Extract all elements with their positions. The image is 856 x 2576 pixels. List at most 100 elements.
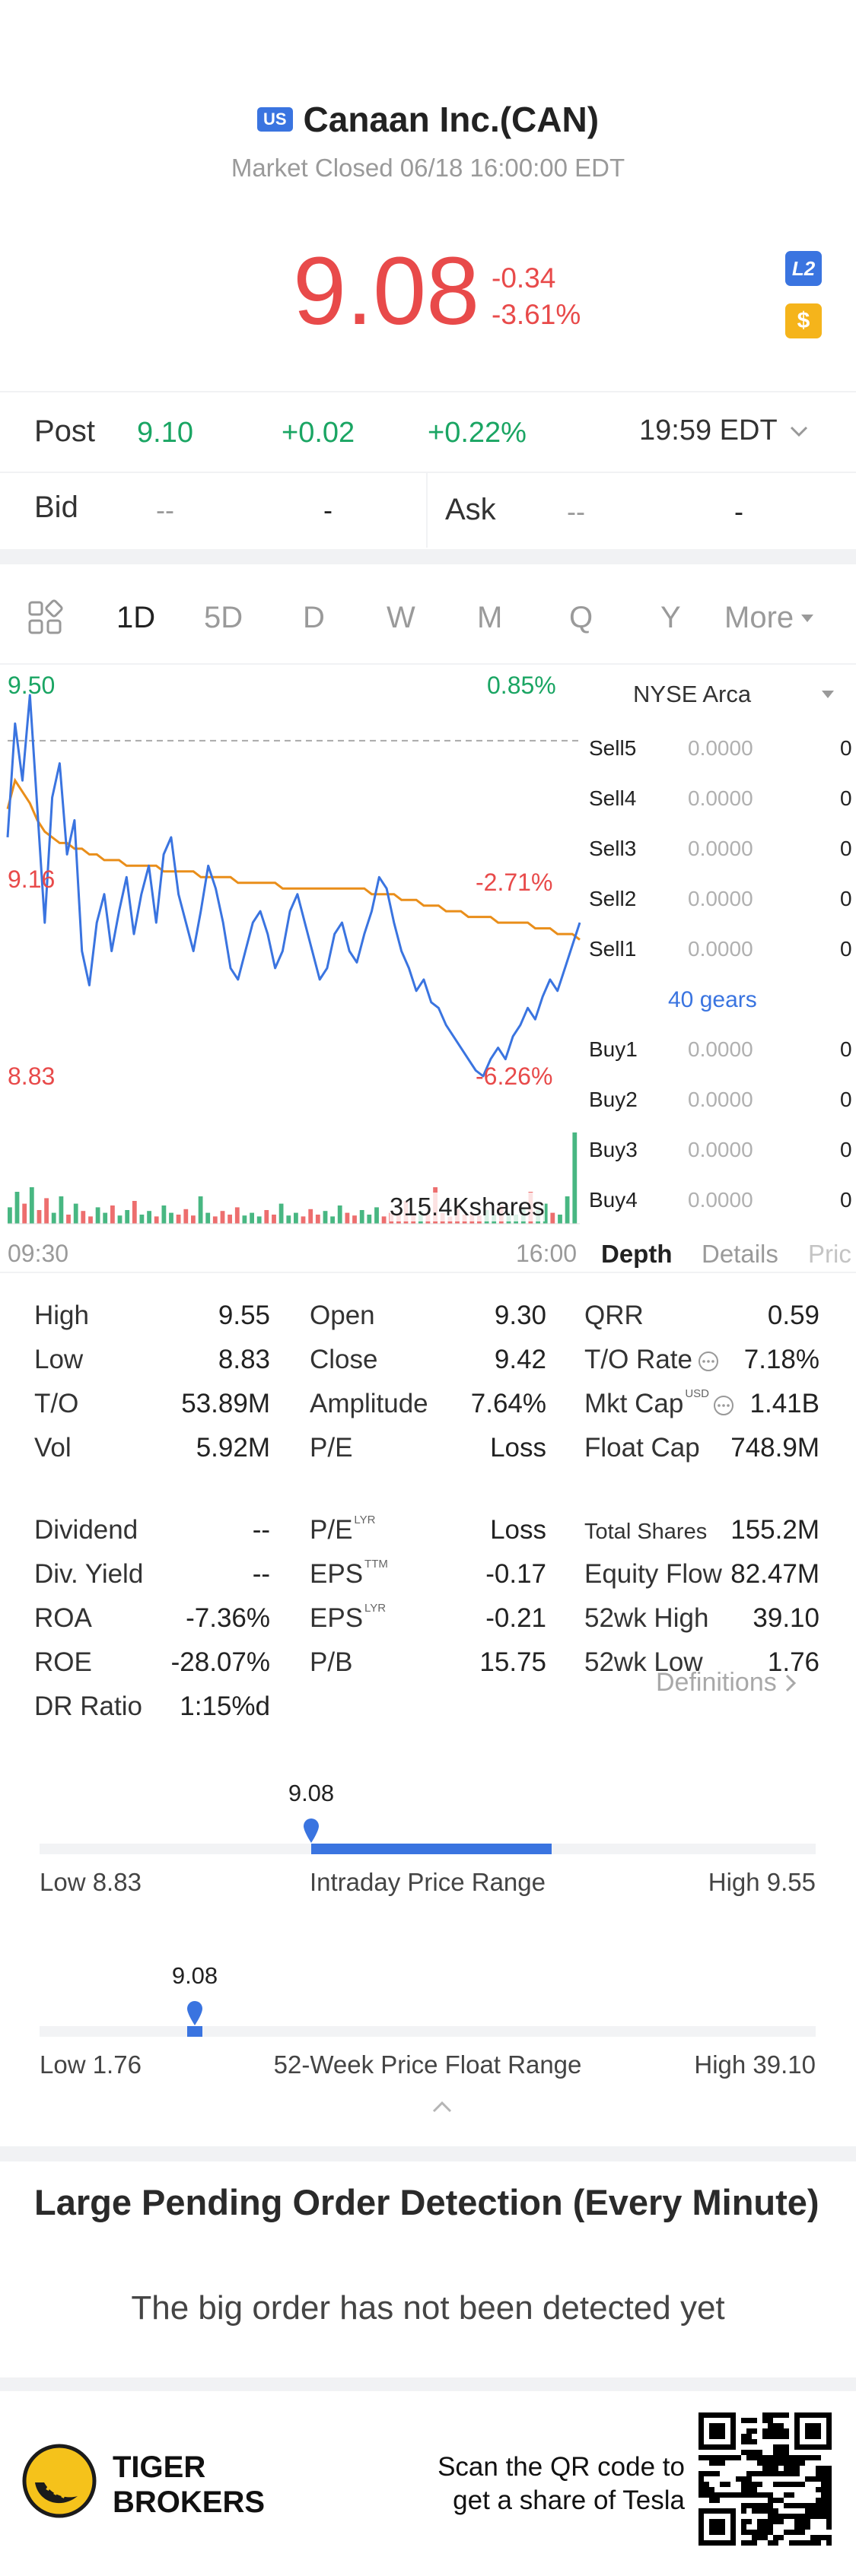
orderbook-tab-price[interactable]: Pric [808,1240,851,1268]
volume-bar [139,1215,145,1224]
stat-label: DR Ratio [34,1691,142,1722]
orderbook-tab-details[interactable]: Details [702,1240,778,1268]
post-time-dropdown[interactable]: 19:59 EDT [639,415,810,447]
stat-label-text: T/O [34,1389,79,1418]
buy-level-label: Buy3 [589,1138,638,1161]
tab-m[interactable]: M [477,601,503,634]
chart-y-mid: 9.16 [8,866,56,893]
stat-value: -- [252,1559,270,1589]
exchange-selector[interactable]: NYSE Arca [633,681,835,708]
volume-bar [51,1212,56,1224]
sell-level-label: Sell1 [589,937,637,961]
volume-bar [558,1215,562,1224]
stat-value: 15.75 [479,1647,546,1677]
tab-more[interactable]: More [724,601,815,635]
volume-bar [66,1215,71,1224]
volume-bar [205,1212,211,1224]
stat-value: 7.18% [743,1345,819,1374]
stat-label-text: T/O Rate [584,1345,692,1374]
volume-bar [198,1196,203,1224]
volume-bar [278,1203,284,1224]
buy-row: Buy1 0.0000 0 [589,1024,856,1074]
stat-label-text: Total Shares [584,1520,708,1544]
bid-label: Bid [34,491,78,524]
volume-bar [242,1215,247,1224]
stat-label-text: Dividend [34,1515,138,1545]
post-change-pct: +0.22% [428,417,527,449]
chart-pct-high: 0.85% [487,672,556,699]
sell-level-qty: 0 [840,786,852,810]
intraday-chart[interactable] [0,663,586,1253]
volume-bar [37,1210,42,1224]
volume-bar [315,1215,320,1224]
stat-value: 0.59 [767,1301,819,1330]
stat-value: 53.89M [181,1389,270,1418]
range-track [40,2026,816,2037]
brand-line-1: TIGER [113,2451,206,2484]
volume-bar [294,1212,298,1224]
buy-row: Buy3 0.0000 0 [589,1124,856,1174]
buy-level-price: 0.0000 [688,1088,753,1111]
stat-label: Float Cap [584,1433,700,1463]
price-change: -0.34 [492,262,556,294]
range-marker-label: 9.08 [288,1780,335,1806]
sell-level-qty: 0 [840,837,852,860]
volume-bar [286,1215,291,1224]
volume-bar [256,1216,262,1224]
market-status: Market Closed 06/18 16:00:00 EDT [231,154,625,182]
range-title: 52-Week Price Float Range [273,2050,582,2079]
range-title: Intraday Price Range [309,1868,546,1896]
stat-label: High [34,1301,89,1331]
stat-label: Total Shares [584,1520,707,1545]
us-market-badge: US [256,107,293,132]
info-icon[interactable] [697,1350,720,1373]
tab-y[interactable]: Y [660,601,681,634]
stats-grid: High 9.55 Low 8.83 T/O 53.89M Vol 5.92M Dividend… [0,1285,856,1721]
layout-grid-icon[interactable] [27,599,63,636]
cta-line-1: Scan the QR code to [438,2452,685,2482]
tab-d[interactable]: D [303,601,325,634]
level2-badge[interactable]: L2 [785,251,822,286]
stock-title: Canaan Inc.(CAN) [303,100,600,139]
volume-bar [337,1205,342,1224]
stat-label-text: Low [34,1345,84,1374]
volume-bar [345,1212,350,1224]
exchange-name: NYSE Arca [633,681,752,707]
info-icon[interactable] [712,1394,735,1417]
definitions-link[interactable]: Definitions [656,1668,797,1698]
stat-label: EPS LYR [310,1602,386,1634]
orderbook-tab-depth[interactable]: Depth [601,1240,673,1268]
stock-title-row: US Canaan Inc.(CAN) [0,99,856,140]
gears-label[interactable]: 40 gears [668,987,757,1012]
chevron-up-icon[interactable] [431,2099,453,2114]
stat-value: Loss [490,1515,546,1545]
volume-bar [191,1215,196,1224]
stat-label-text: P/B [310,1647,353,1677]
qr-code-icon [698,2412,832,2546]
volume-bar [8,1207,12,1224]
stat-label-text: P/E [310,1515,353,1545]
sell-row: Sell4 0.0000 0 [589,773,856,823]
stat-value: 155.2M [730,1515,819,1545]
volume-bar [308,1209,313,1224]
tab-1d[interactable]: 1D [116,601,156,634]
volume-bar [95,1207,100,1224]
tab-q[interactable]: Q [569,601,593,634]
post-price: 9.10 [137,417,193,449]
volume-bar [220,1211,225,1224]
tab-5d[interactable]: 5D [204,601,243,634]
stat-label-text: Vol [34,1433,72,1463]
range-fill [311,1844,552,1854]
stat-label-sup: TTM [364,1558,388,1571]
tab-w[interactable]: W [387,601,415,634]
range-high-label: High 9.55 [708,1868,816,1896]
buy-level-qty: 0 [840,1138,852,1161]
stat-label-sup: LYR [354,1514,376,1526]
volume-bar [161,1205,167,1224]
stat-label: T/O [34,1389,78,1419]
week52-range: 9.08 Low 1.76 52-Week Price Float Range Hig… [40,1947,816,2079]
dollar-badge[interactable]: $ [785,303,822,338]
stat-label: Low [34,1345,83,1375]
volume-bar [301,1216,306,1224]
chart-x-end: 16:00 [516,1240,578,1267]
